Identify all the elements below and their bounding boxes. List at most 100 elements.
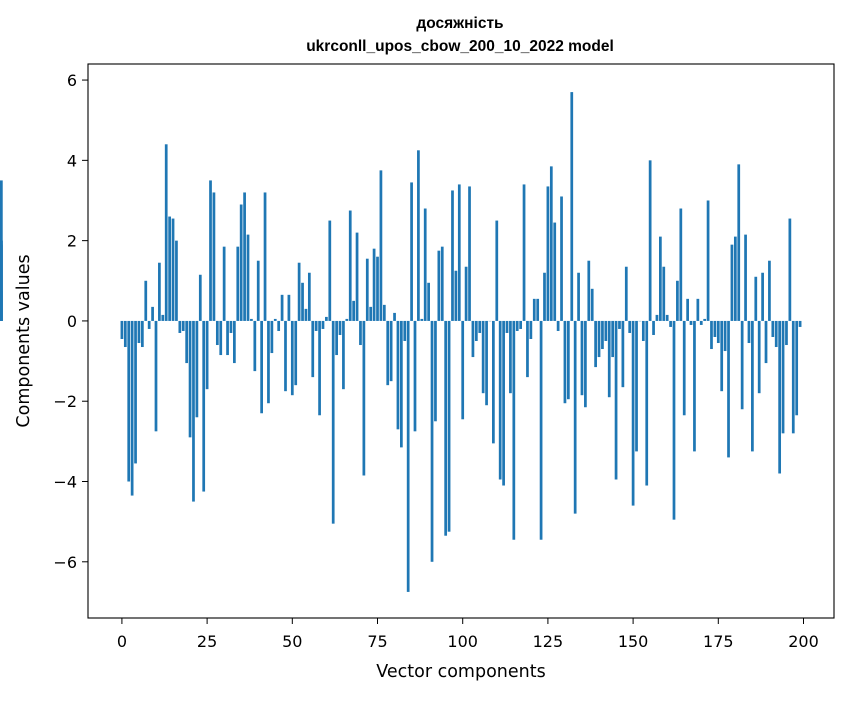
x-tick-label: 75: [367, 632, 387, 651]
bar-43: [267, 321, 270, 403]
bar-196: [789, 219, 792, 321]
bar-4: [134, 321, 137, 464]
bar-150: [632, 321, 635, 506]
bar-24: [202, 321, 205, 492]
bar-180: [734, 237, 737, 321]
bar-149: [628, 321, 631, 333]
bar-174: [714, 321, 717, 337]
bar-140: [598, 321, 601, 357]
bar-118: [523, 184, 526, 320]
bar-46: [277, 321, 280, 331]
bar-125: [547, 186, 550, 320]
bar-143: [608, 321, 611, 397]
bar-156: [652, 321, 655, 335]
bar-160: [666, 315, 669, 321]
bar-98: [455, 271, 458, 321]
bar-129: [560, 196, 563, 320]
bar-10: [155, 321, 158, 431]
bar-105: [478, 321, 481, 333]
bar-21: [192, 321, 195, 502]
bar-48: [284, 321, 287, 391]
bar-113: [506, 321, 509, 333]
bar-151: [635, 321, 638, 451]
bar-153: [642, 321, 645, 341]
bar-179: [731, 245, 734, 321]
bar-137: [587, 261, 590, 321]
bar-112: [502, 321, 505, 486]
bar-182: [741, 321, 744, 409]
bar-55: [308, 273, 311, 321]
bar-11: [158, 263, 161, 321]
bar-194: [782, 321, 785, 433]
bar-65: [342, 321, 345, 389]
bar-99: [458, 184, 461, 320]
bar-85: [410, 182, 413, 321]
bar-147: [622, 321, 625, 387]
bar-36: [243, 192, 246, 320]
bar-27: [213, 192, 216, 320]
bar-177: [724, 321, 727, 351]
bar-1: [124, 321, 127, 347]
bar-114: [509, 321, 512, 393]
bar-117: [519, 321, 522, 329]
bar-103: [472, 321, 475, 357]
bar-14: [168, 217, 171, 321]
bar-60: [325, 317, 328, 321]
bar-39: [253, 321, 256, 371]
bar-154: [645, 321, 648, 486]
bar-119: [526, 321, 529, 377]
bar-67: [349, 211, 352, 321]
bar-69: [356, 233, 359, 321]
bar-192: [775, 321, 778, 347]
bar-72: [366, 259, 369, 321]
bar-104: [475, 321, 478, 341]
bar-93: [437, 251, 440, 321]
bar-145: [615, 321, 618, 480]
bar-167: [690, 321, 693, 325]
x-tick-label: 100: [447, 632, 478, 651]
x-tick-label: 200: [788, 632, 819, 651]
bar-18: [182, 321, 185, 331]
bar-111: [499, 321, 502, 480]
bar-190: [768, 261, 771, 321]
bar-163: [676, 281, 679, 321]
bar-42: [264, 192, 267, 320]
bar-97: [451, 190, 454, 320]
bar-176: [720, 321, 723, 391]
bar-66: [345, 319, 348, 321]
bar-57: [315, 321, 318, 331]
bar-59: [322, 321, 325, 329]
bar-8: [148, 321, 151, 329]
bar-122: [536, 299, 539, 321]
bar-35: [240, 205, 243, 321]
bar-132: [570, 92, 573, 321]
bar-185: [751, 321, 754, 451]
bar-32: [230, 321, 233, 333]
bar-189: [765, 321, 768, 363]
bar-155: [649, 160, 652, 321]
y-tick-label: −6: [53, 553, 77, 572]
bar-61: [328, 221, 331, 321]
bar-90: [427, 283, 430, 321]
bar-0: [121, 321, 124, 339]
bar-159: [662, 267, 665, 321]
bar-186: [754, 277, 757, 321]
chart-title: досяжність: [416, 15, 503, 32]
y-tick-label: −4: [53, 473, 77, 492]
bar-31: [226, 321, 229, 355]
bar-51: [294, 321, 297, 385]
bar-178: [727, 321, 730, 457]
bar-71: [363, 321, 366, 476]
y-tick-label: 4: [67, 151, 77, 170]
bar-187: [758, 321, 761, 393]
bar-83: [403, 321, 406, 341]
bar-80: [393, 313, 396, 321]
bar-199: [799, 321, 802, 327]
bar-142: [604, 321, 607, 341]
bar-124: [543, 273, 546, 321]
bar-107: [485, 321, 488, 405]
bar-38: [250, 319, 253, 321]
bar-28: [216, 321, 219, 345]
x-tick-label: 25: [197, 632, 217, 651]
